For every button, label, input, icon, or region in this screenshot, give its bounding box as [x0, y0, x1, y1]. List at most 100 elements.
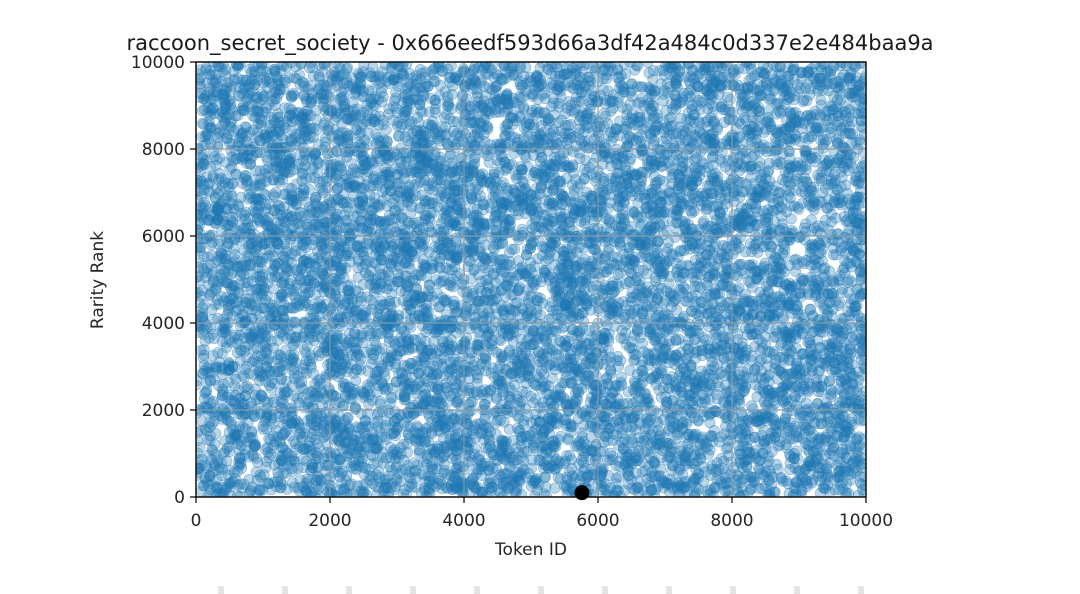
- scatter-point: [617, 81, 629, 93]
- scatter-point: [484, 441, 496, 453]
- scatter-point: [771, 97, 783, 109]
- scatter-point: [822, 306, 834, 318]
- scatter-point: [534, 415, 546, 427]
- scatter-point: [528, 141, 540, 153]
- scatter-point: [270, 481, 282, 493]
- scatter-point: [454, 478, 466, 490]
- scatter-point: [199, 207, 211, 219]
- scatter-point: [224, 282, 236, 294]
- scatter-point: [765, 69, 777, 81]
- scatter-point: [580, 339, 592, 351]
- scatter-point: [826, 425, 838, 437]
- scatter-point: [202, 214, 214, 226]
- scatter-point: [384, 355, 396, 367]
- scatter-point: [620, 319, 632, 331]
- scatter-point: [644, 372, 656, 384]
- scatter-point: [616, 209, 628, 221]
- scatter-point: [274, 164, 286, 176]
- scatter-point: [840, 324, 852, 336]
- scatter-point: [736, 473, 748, 485]
- scatter-point: [307, 70, 319, 82]
- scatter-point: [816, 433, 828, 445]
- scatter-point: [413, 377, 425, 389]
- scatter-point: [251, 334, 263, 346]
- scatter-point: [415, 380, 427, 392]
- scatter-point: [515, 341, 527, 353]
- scatter-point: [672, 169, 684, 181]
- scatter-point: [670, 204, 682, 216]
- scatter-point: [490, 95, 502, 107]
- scatter-point: [820, 110, 832, 122]
- scatter-point: [216, 347, 228, 359]
- scatter-point: [748, 328, 760, 340]
- scatter-point: [269, 63, 281, 75]
- scatter-point: [246, 425, 258, 437]
- scatter-point: [663, 124, 675, 136]
- scatter-point: [532, 206, 544, 218]
- scatter-point: [558, 250, 570, 262]
- scatter-point: [495, 446, 507, 458]
- scatter-point: [812, 435, 824, 447]
- scatter-point: [794, 287, 806, 299]
- scatter-point: [511, 297, 523, 309]
- scatter-point: [642, 349, 654, 361]
- scatter-point: [346, 393, 358, 405]
- scatter-point: [639, 387, 651, 399]
- scatter-point: [291, 212, 303, 224]
- scatter-point: [680, 223, 692, 235]
- scatter-point: [680, 476, 692, 488]
- scatter-point: [713, 345, 725, 357]
- scatter-point: [250, 284, 262, 296]
- scatter-point: [782, 302, 794, 314]
- scatter-point: [834, 325, 846, 337]
- scatter-point: [355, 182, 367, 194]
- scatter-point: [546, 440, 558, 452]
- scatter-point: [374, 299, 386, 311]
- scatter-point: [230, 110, 242, 122]
- scatter-point: [325, 389, 337, 401]
- scatter-point: [475, 358, 487, 370]
- scatter-point: [471, 388, 483, 400]
- scatter-point: [351, 336, 363, 348]
- scatter-point: [785, 213, 797, 225]
- scatter-point: [484, 177, 496, 189]
- scatter-point: [483, 106, 495, 118]
- scatter-point: [559, 335, 571, 347]
- scatter-point: [822, 428, 834, 440]
- scatter-point: [270, 155, 282, 167]
- scatter-point: [276, 402, 288, 414]
- scatter-point: [311, 461, 323, 473]
- scatter-point: [821, 115, 833, 127]
- scatter-point: [671, 384, 683, 396]
- scatter-point: [367, 432, 379, 444]
- scatter-point: [331, 361, 343, 373]
- scatter-point: [593, 271, 605, 283]
- scatter-point: [779, 395, 791, 407]
- scatter-point: [572, 364, 584, 376]
- scatter-point: [835, 197, 847, 209]
- scatter-point: [649, 484, 661, 496]
- scatter-point: [432, 393, 444, 405]
- scatter-point: [516, 261, 528, 273]
- scatter-point: [754, 184, 766, 196]
- scatter-point: [361, 115, 373, 127]
- scatter-point: [220, 341, 232, 353]
- scatter-point: [627, 412, 639, 424]
- scatter-point: [567, 212, 579, 224]
- scatter-point: [359, 414, 371, 426]
- scatter-point: [198, 251, 210, 263]
- scatter-point: [269, 162, 281, 174]
- scatter-point: [576, 87, 588, 99]
- scatter-point: [266, 356, 278, 368]
- scatter-point: [627, 307, 639, 319]
- scatter-point: [548, 360, 560, 372]
- scatter-point: [409, 313, 421, 325]
- scatter-point: [519, 356, 531, 368]
- scatter-point: [783, 488, 795, 497]
- scatter-point: [791, 477, 803, 489]
- scatter-point: [617, 448, 629, 460]
- scatter-point: [255, 256, 267, 268]
- scatter-point: [364, 217, 376, 229]
- scatter-point: [495, 334, 507, 346]
- scatter-point: [844, 344, 856, 356]
